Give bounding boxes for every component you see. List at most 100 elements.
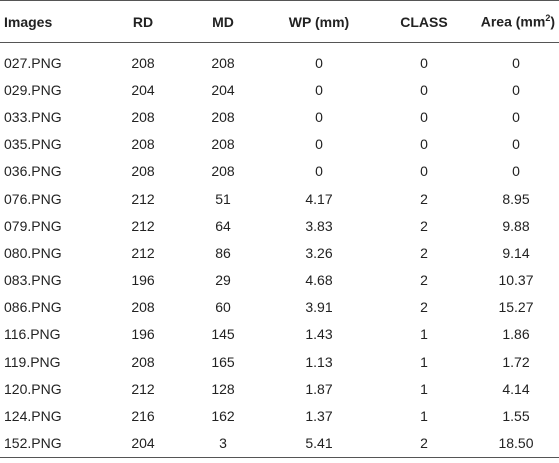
- table-body: 027.PNG 208 208 0 0 0 029.PNG 204 204 0 0 0 033.PNG 2…: [0, 43, 559, 458]
- cell-image: 119.PNG: [4, 353, 61, 370]
- cell-md: 86: [215, 244, 231, 261]
- cell-area: 0: [512, 163, 520, 180]
- cell-rd: 212: [131, 380, 155, 397]
- cell-rd: 208: [131, 108, 155, 125]
- cell-wp: 1.13: [305, 353, 333, 370]
- cell-image: 079.PNG: [4, 217, 62, 234]
- cell-class: 0: [420, 54, 428, 71]
- cell-image: 116.PNG: [4, 326, 61, 343]
- cell-class: 1: [420, 408, 428, 425]
- cell-image: 033.PNG: [4, 108, 62, 125]
- cell-area: 0: [512, 54, 520, 71]
- table-row: 152.PNG 204 3 5.41 2 18.50: [0, 430, 559, 458]
- cell-area: 15.27: [498, 299, 534, 316]
- cell-wp: 3.26: [305, 244, 333, 261]
- cell-area: 18.50: [498, 435, 534, 452]
- cell-rd: 204: [131, 435, 155, 452]
- cell-md: 29: [215, 272, 231, 289]
- cell-area: 1.72: [502, 353, 530, 370]
- cell-area: 1.55: [502, 408, 530, 425]
- cell-image: 083.PNG: [4, 272, 62, 289]
- cell-md: 64: [215, 217, 231, 234]
- cell-class: 1: [420, 353, 428, 370]
- header-area-exponent: 2: [545, 13, 551, 24]
- cell-rd: 204: [131, 81, 155, 98]
- table-row: 076.PNG 212 51 4.17 2 8.95: [0, 185, 559, 212]
- table-row: 029.PNG 204 204 0 0 0: [0, 76, 559, 103]
- cell-image: 029.PNG: [4, 81, 62, 98]
- table-row: 119.PNG 208 165 1.13 1 1.72: [0, 348, 559, 375]
- cell-wp: 4.17: [305, 190, 333, 207]
- cell-wp: 0: [315, 54, 323, 71]
- cell-class: 2: [420, 435, 428, 452]
- cell-wp: 3.83: [305, 217, 333, 234]
- table-header-row: Images RD MD WP (mm) CLASS Area (mm2): [0, 0, 559, 43]
- cell-md: 165: [211, 353, 235, 370]
- cell-wp: 0: [315, 81, 323, 98]
- cell-md: 208: [211, 54, 235, 71]
- cell-area: 0: [512, 108, 520, 125]
- cell-class: 0: [420, 136, 428, 153]
- cell-class: 0: [420, 163, 428, 180]
- cell-md: 208: [211, 108, 235, 125]
- cell-image: 080.PNG: [4, 244, 62, 261]
- cell-rd: 208: [131, 163, 155, 180]
- cell-rd: 208: [131, 54, 155, 71]
- cell-class: 2: [420, 190, 428, 207]
- table-row: 120.PNG 212 128 1.87 1 4.14: [0, 375, 559, 402]
- cell-md: 51: [215, 190, 231, 207]
- cell-md: 60: [215, 299, 231, 316]
- table-row: 080.PNG 212 86 3.26 2 9.14: [0, 239, 559, 266]
- cell-md: 204: [211, 81, 235, 98]
- cell-class: 2: [420, 272, 428, 289]
- table-row: 116.PNG 196 145 1.43 1 1.86: [0, 321, 559, 348]
- table-row: 027.PNG 208 208 0 0 0: [0, 43, 559, 77]
- cell-rd: 212: [131, 217, 155, 234]
- cell-class: 2: [420, 244, 428, 261]
- header-wp: WP (mm): [288, 13, 350, 30]
- cell-rd: 216: [131, 408, 155, 425]
- header-class: CLASS: [400, 13, 448, 30]
- cell-image: 076.PNG: [4, 190, 62, 207]
- cell-wp: 5.41: [305, 435, 333, 452]
- cell-rd: 212: [131, 190, 155, 207]
- cell-wp: 1.87: [305, 380, 333, 397]
- cell-wp: 1.37: [305, 408, 333, 425]
- cell-wp: 0: [315, 108, 323, 125]
- cell-rd: 208: [131, 353, 155, 370]
- cell-class: 1: [420, 380, 428, 397]
- table-row: 033.PNG 208 208 0 0 0: [0, 103, 559, 130]
- cell-class: 0: [420, 81, 428, 98]
- cell-md: 208: [211, 136, 235, 153]
- cell-image: 027.PNG: [4, 54, 62, 71]
- cell-area: 0: [512, 136, 520, 153]
- table-row: 083.PNG 196 29 4.68 2 10.37: [0, 267, 559, 294]
- header-area-label: Area (mm: [480, 13, 546, 30]
- cell-wp: 3.91: [305, 299, 333, 316]
- header-rd: RD: [132, 13, 154, 30]
- header-area: Area (mm2): [473, 1, 559, 43]
- cell-rd: 208: [131, 136, 155, 153]
- cell-image: 036.PNG: [4, 163, 62, 180]
- cell-image: 120.PNG: [4, 380, 62, 397]
- table-row: 035.PNG 208 208 0 0 0: [0, 131, 559, 158]
- header-md: MD: [212, 13, 234, 30]
- table-row: 124.PNG 216 162 1.37 1 1.55: [0, 402, 559, 429]
- cell-area: 8.95: [502, 190, 530, 207]
- cell-md: 128: [211, 380, 235, 397]
- cell-rd: 212: [131, 244, 155, 261]
- cell-md: 162: [211, 408, 235, 425]
- table-row: 036.PNG 208 208 0 0 0: [0, 158, 559, 185]
- cell-class: 2: [420, 299, 428, 316]
- cell-wp: 0: [315, 163, 323, 180]
- cell-class: 0: [420, 108, 428, 125]
- cell-area: 10.37: [498, 272, 534, 289]
- cell-wp: 0: [315, 136, 323, 153]
- table-row: 086.PNG 208 60 3.91 2 15.27: [0, 294, 559, 321]
- header-area-close: ): [550, 13, 555, 30]
- cell-image: 035.PNG: [4, 136, 62, 153]
- cell-area: 4.14: [502, 380, 530, 397]
- cell-area: 0: [512, 81, 520, 98]
